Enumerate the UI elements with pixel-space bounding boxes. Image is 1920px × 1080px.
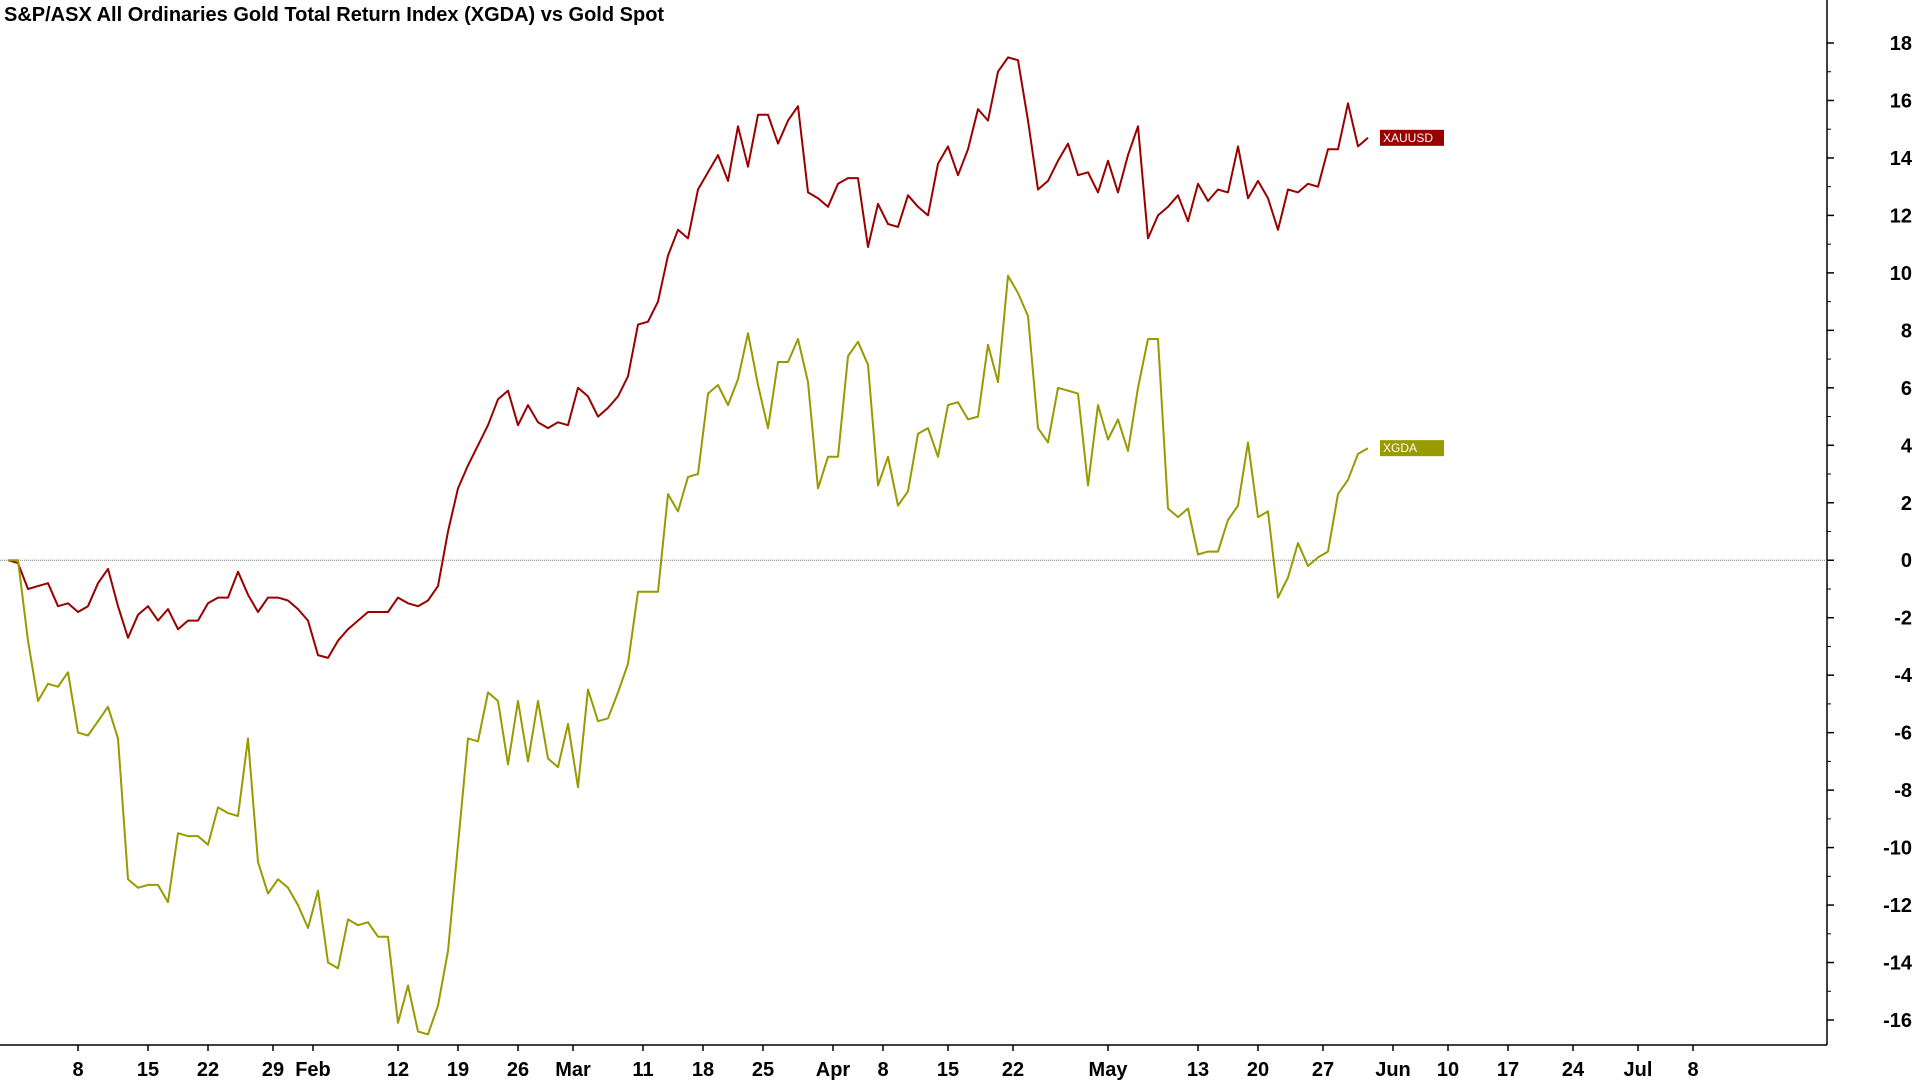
y-tick-label: 10	[1890, 263, 1912, 285]
x-tick-label: 29	[262, 1059, 284, 1080]
y-tick-label: -8	[1894, 780, 1912, 802]
chart-title: S&P/ASX All Ordinaries Gold Total Return…	[4, 4, 664, 26]
x-tick-label: 15	[137, 1059, 159, 1080]
x-tick-label: 8	[1687, 1059, 1698, 1080]
series-tag-label: XGDA	[1383, 441, 1417, 455]
y-tick-label: -2	[1894, 608, 1912, 630]
x-tick-label: 11	[632, 1059, 653, 1080]
x-tick-label: May	[1089, 1059, 1129, 1080]
x-tick-label: 15	[937, 1059, 959, 1080]
series-tags: XAUUSD XGDA	[1380, 129, 1444, 457]
y-tick-label: 0	[1901, 550, 1912, 572]
x-tick-label: 22	[1002, 1059, 1024, 1080]
series-layer	[7, 56, 1369, 1036]
x-tick-label: 26	[507, 1059, 529, 1080]
y-tick-label: -6	[1894, 723, 1912, 745]
x-tick-label: 17	[1497, 1059, 1519, 1080]
series-tag-xgda: XGDA	[1380, 440, 1444, 457]
y-tick-label: 4	[1901, 435, 1913, 457]
x-tick-label: Jun	[1375, 1059, 1411, 1080]
y-tick-label: 8	[1901, 320, 1912, 342]
y-tick-label: -12	[1883, 895, 1912, 917]
x-tick-label: 19	[447, 1059, 469, 1080]
series-tag-label: XAUUSD	[1383, 131, 1433, 145]
y-tick-label: 14	[1890, 148, 1913, 170]
series-line-xauusd	[7, 56, 1369, 659]
x-tick-label: 22	[197, 1059, 219, 1080]
x-tick-label: Apr	[816, 1059, 851, 1080]
x-tick-label: 25	[752, 1059, 774, 1080]
x-tick-label: 27	[1312, 1059, 1334, 1080]
x-tick-label: 13	[1187, 1059, 1209, 1080]
x-tick-label: Jul	[1624, 1059, 1653, 1080]
series-line-xgda	[8, 274, 1369, 1036]
x-tick-label: 8	[877, 1059, 888, 1080]
x-tick-label: 18	[692, 1059, 714, 1080]
y-tick-label: 2	[1901, 493, 1912, 515]
y-tick-label: 16	[1890, 90, 1912, 112]
series-tag-bg	[1380, 440, 1444, 457]
y-tick-label: 6	[1901, 378, 1912, 400]
x-tick-label: Mar	[555, 1059, 591, 1080]
y-tick-label: -16	[1883, 1010, 1912, 1032]
x-tick-label: Feb	[295, 1059, 331, 1080]
y-tick-label: -4	[1894, 665, 1913, 687]
y-tick-label: 12	[1890, 205, 1912, 227]
series-tag-xauusd: XAUUSD	[1380, 129, 1444, 146]
x-tick-label: 10	[1437, 1059, 1459, 1080]
y-tick-label: -14	[1883, 953, 1913, 975]
x-tick-label: 24	[1562, 1059, 1585, 1080]
x-tick-label: 20	[1247, 1059, 1269, 1080]
y-tick-label: -10	[1883, 838, 1912, 860]
series-tag-bg	[1380, 129, 1444, 146]
x-tick-label: 12	[387, 1059, 409, 1080]
x-tick-label: 8	[72, 1059, 83, 1080]
y-tick-label: 18	[1890, 33, 1912, 55]
